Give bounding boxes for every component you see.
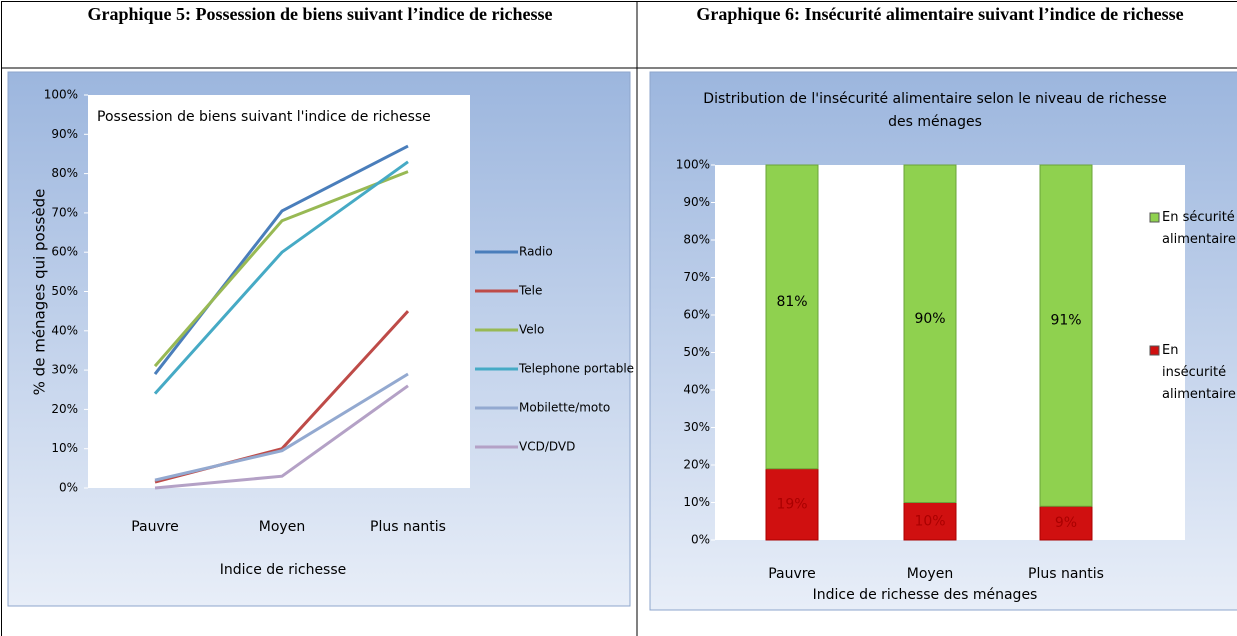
header: Graphique 6: Insécurité alimentaire suiv…	[696, 4, 1184, 24]
y-tick-label: 10%	[683, 495, 710, 509]
y-tick-label: 40%	[683, 383, 710, 397]
x-tick-label: Plus nantis	[370, 519, 446, 535]
legend-swatch	[1149, 212, 1160, 223]
x-tick-label: Pauvre	[768, 566, 816, 582]
y-tick-label: 0%	[59, 481, 78, 495]
x-axis-label: Indice de richesse	[220, 562, 347, 578]
y-tick-label: 40%	[51, 323, 78, 337]
line-series	[154, 384, 409, 490]
y-tick-label: 90%	[51, 127, 78, 141]
legend-label: Velo	[519, 323, 544, 337]
bar	[765, 164, 819, 470]
x-tick-label: Moyen	[259, 519, 305, 535]
y-tick-label: 30%	[51, 363, 78, 377]
y-tick-label: 80%	[683, 233, 710, 247]
header: Graphique 5: Possession de biens suivant…	[87, 4, 553, 24]
line-series	[154, 372, 409, 482]
chart-title: Possession de biens suivant l'indice de …	[97, 109, 431, 125]
data-label: 9%	[1055, 515, 1077, 531]
bar	[1039, 164, 1093, 507]
y-tick-label: 100%	[44, 88, 78, 102]
y-tick-label: 90%	[683, 195, 710, 209]
legend-label: VCD/DVD	[519, 440, 575, 454]
data-label: 10%	[914, 513, 945, 529]
x-tick-label: Moyen	[907, 566, 953, 582]
y-tick-label: 10%	[51, 441, 78, 455]
data-label: 90%	[914, 311, 945, 327]
data-label: 91%	[1050, 313, 1081, 329]
plot-area	[88, 95, 470, 488]
y-tick-label: 100%	[676, 158, 710, 172]
y-tick-label: 70%	[683, 270, 710, 284]
y-tick-label: 60%	[683, 308, 710, 322]
y-tick-label: 60%	[51, 245, 78, 259]
x-axis-label: Indice de richesse des ménages	[813, 587, 1038, 603]
legend-label: Radio	[519, 245, 553, 259]
bar	[1039, 505, 1093, 541]
legend-label: En sécurité alimentaire	[1162, 210, 1236, 247]
line-series	[153, 160, 409, 395]
bar	[903, 164, 957, 503]
x-tick-label: Pauvre	[131, 519, 179, 535]
legend-swatch	[1149, 345, 1160, 356]
y-axis-label: % de ménages qui possède	[31, 189, 49, 396]
x-tick-label: Plus nantis	[1028, 566, 1104, 582]
y-tick-label: 30%	[683, 420, 710, 434]
y-tick-label: 50%	[683, 345, 710, 359]
legend-label: En insécurité alimentaire	[1162, 343, 1236, 402]
y-tick-label: 20%	[683, 458, 710, 472]
legend-label: Telephone portable	[518, 362, 634, 376]
bar	[765, 468, 819, 541]
y-tick-label: 80%	[51, 166, 78, 180]
line-series	[153, 170, 409, 368]
data-label: 19%	[776, 496, 807, 512]
y-tick-label: 70%	[51, 205, 78, 219]
y-tick-label: 0%	[691, 533, 710, 547]
y-tick-label: 20%	[51, 402, 78, 416]
legend-label: Tele	[518, 284, 542, 298]
y-tick-label: 50%	[51, 284, 78, 298]
data-label: 81%	[776, 294, 807, 310]
bar	[903, 502, 957, 541]
legend-label: Mobilette/moto	[519, 401, 610, 415]
chart-title: Distribution de l'insécurité alimentaire…	[703, 91, 1167, 130]
